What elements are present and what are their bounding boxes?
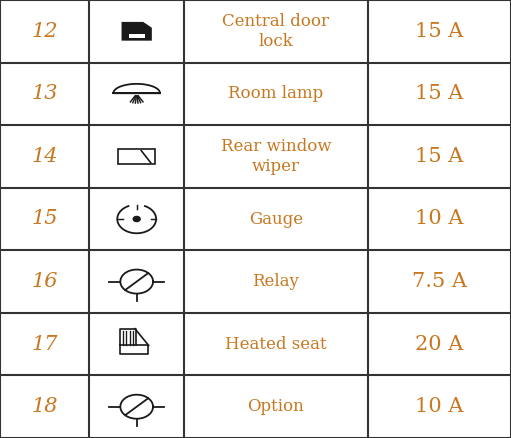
Text: 12: 12 bbox=[32, 22, 58, 41]
Text: Central door
lock: Central door lock bbox=[222, 13, 330, 49]
Text: 15 A: 15 A bbox=[415, 147, 463, 166]
Text: 20 A: 20 A bbox=[415, 335, 463, 353]
Text: Gauge: Gauge bbox=[249, 211, 303, 227]
Text: Relay: Relay bbox=[252, 273, 299, 290]
Polygon shape bbox=[133, 216, 140, 222]
Bar bbox=[129, 34, 145, 38]
Text: 10 A: 10 A bbox=[415, 397, 463, 416]
Text: Heated seat: Heated seat bbox=[225, 336, 327, 353]
Bar bbox=[118, 149, 155, 164]
Text: 15 A: 15 A bbox=[415, 85, 463, 103]
Text: 13: 13 bbox=[32, 85, 58, 103]
Text: Room lamp: Room lamp bbox=[228, 85, 323, 102]
Text: Option: Option bbox=[247, 398, 305, 415]
Text: 14: 14 bbox=[32, 147, 58, 166]
Text: 16: 16 bbox=[32, 272, 58, 291]
Text: 7.5 A: 7.5 A bbox=[412, 272, 467, 291]
Text: 15: 15 bbox=[32, 209, 58, 229]
Text: 18: 18 bbox=[32, 397, 58, 416]
Polygon shape bbox=[122, 23, 151, 40]
Text: 15 A: 15 A bbox=[415, 22, 463, 41]
Text: 17: 17 bbox=[32, 335, 58, 353]
Text: Rear window
wiper: Rear window wiper bbox=[221, 138, 331, 175]
Text: 10 A: 10 A bbox=[415, 209, 463, 229]
